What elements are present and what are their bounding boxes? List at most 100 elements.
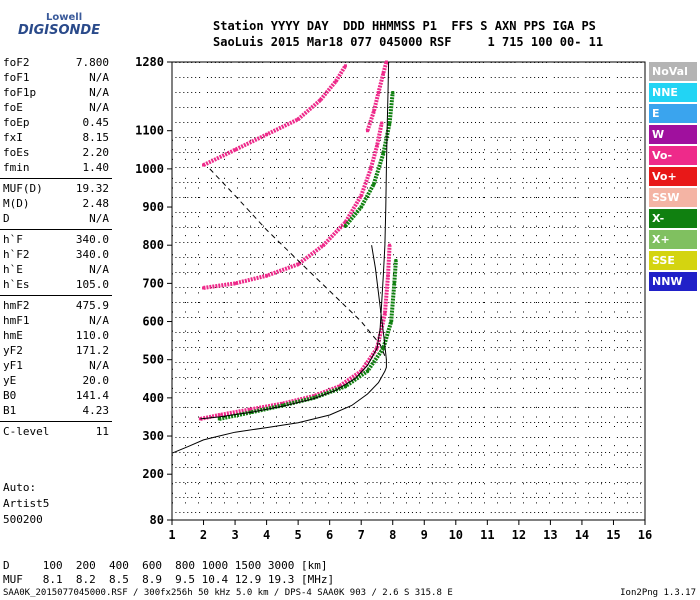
parameter-name: hmF2 (3, 299, 30, 312)
parameter-row: foF2 7.800 (0, 56, 112, 71)
parameter-name: fmin (3, 161, 30, 174)
echo-point (343, 384, 347, 388)
echo-point (265, 133, 269, 137)
muf-distance-row: D 100 200 400 600 800 1000 1500 3000 [km… (3, 559, 328, 572)
parameter-separator (0, 229, 112, 230)
parameter-name: yF1 (3, 359, 23, 372)
parameter-row: B0 141.4 (0, 389, 112, 404)
echo-point (296, 117, 300, 121)
parameter-value: N/A (89, 86, 109, 99)
parameter-row: h`F2 340.0 (0, 248, 112, 263)
legend-item-x: X- (649, 209, 697, 228)
echo-trace (343, 92, 395, 228)
echo-point (312, 396, 316, 400)
parameter-name: h`F (3, 233, 23, 246)
echo-point (389, 320, 393, 324)
parameter-row: B1 4.23 (0, 404, 112, 419)
profile-curve (171, 245, 387, 454)
echo-point (337, 384, 341, 388)
parameter-value: 340.0 (75, 233, 109, 246)
echo-point (372, 110, 376, 114)
echo-point (202, 286, 206, 290)
echo-point (388, 243, 392, 247)
echo-point (366, 369, 370, 373)
parameter-separator (0, 421, 112, 422)
parameter-row: yF1 N/A (0, 359, 112, 374)
parameter-row: hmF1 N/A (0, 314, 112, 329)
parameter-row: h`Es 105.0 (0, 278, 112, 293)
y-tick-label: 80 (150, 513, 164, 527)
legend-item-ssw: SSW (649, 188, 697, 207)
echo-point (233, 281, 237, 285)
parameter-value: 11 (95, 425, 109, 438)
virtual-height-trace (200, 61, 390, 420)
parameter-value: 4.23 (82, 404, 110, 417)
echo-point (321, 243, 325, 247)
echo-point (386, 274, 390, 278)
parameter-name: M(D) (3, 197, 30, 210)
echo-point (318, 98, 322, 102)
y-tick-label: 600 (142, 315, 164, 329)
echo-point (381, 152, 385, 156)
header-line1: Station YYYY DAY DDD HHMMSS P1 FFS S AXN… (213, 19, 596, 33)
parameter-value: N/A (89, 101, 109, 114)
echo-point (380, 121, 384, 125)
echo-point (343, 64, 347, 68)
x-tick-label: 8 (389, 528, 396, 542)
x-tick-label: 2 (200, 528, 207, 542)
parameter-row: yE 20.0 (0, 374, 112, 389)
x-tick-label: 12 (512, 528, 526, 542)
echo-point (369, 167, 373, 171)
logo-line1: Lowell (46, 12, 83, 23)
parameter-name: MUF(D) (3, 182, 43, 195)
legend-item-noval: NoVal (649, 62, 697, 81)
parameter-name: foF1 (3, 71, 30, 84)
parameter-name: h`Es (3, 278, 30, 291)
legend-item-vo: Vo- (649, 146, 697, 165)
y-tick-label: 1000 (135, 162, 164, 176)
parameter-value: N/A (89, 359, 109, 372)
echo-point (392, 281, 396, 285)
muf-table: D 100 200 400 600 800 1000 1500 3000 [km… (3, 559, 334, 587)
parameter-row: foEp 0.45 (0, 116, 112, 131)
parameter-name: B0 (3, 389, 17, 402)
echo-point (217, 413, 221, 417)
parameter-name: foEs (3, 146, 30, 159)
echo-point (377, 91, 381, 95)
echo-point (217, 417, 221, 421)
parameter-row: hmE 110.0 (0, 329, 112, 344)
parameter-separator (0, 295, 112, 296)
echo-point (265, 274, 269, 278)
parameter-value: 340.0 (75, 248, 109, 261)
parameter-name: h`E (3, 263, 23, 276)
parameter-name: foF2 (3, 56, 30, 69)
footer-version: Ion2Png 1.3.17 (620, 588, 696, 598)
legend-item-x: X+ (649, 230, 697, 249)
y-tick-label: 200 (142, 467, 164, 481)
echo-point (249, 407, 253, 411)
parameter-row: foE N/A (0, 101, 112, 116)
muf-frequency-row: MUF 8.1 8.2 8.5 8.9 9.5 10.4 12.9 19.3 [… (3, 573, 335, 586)
header-line2: SaoLuis 2015 Mar18 077 045000 RSF 1 715 … (213, 35, 604, 49)
parameter-value: 475.9 (75, 299, 109, 312)
parameter-row: fmin 1.40 (0, 161, 112, 176)
y-tick-label: 900 (142, 200, 164, 214)
echo-point (202, 163, 206, 167)
parameter-value: 7.800 (75, 56, 109, 69)
parameter-name: hmE (3, 329, 23, 342)
parameter-row: h`F 340.0 (0, 233, 112, 248)
x-tick-label: 15 (606, 528, 620, 542)
echo-point (280, 404, 284, 407)
x-tick-label: 5 (295, 528, 302, 542)
echo-point (359, 205, 363, 209)
parameter-row: fxI 8.15 (0, 131, 112, 146)
echo-point (391, 91, 395, 95)
echo-point (366, 129, 370, 133)
parameter-row: MUF(D) 19.32 (0, 182, 112, 197)
echo-point (384, 60, 388, 64)
autoscaler-info: Auto: Artist5 500200 (3, 480, 49, 528)
parameter-separator (0, 178, 112, 179)
x-tick-label: 6 (326, 528, 333, 542)
parameter-row: foF1 N/A (0, 71, 112, 86)
legend-item-nne: NNE (649, 83, 697, 102)
